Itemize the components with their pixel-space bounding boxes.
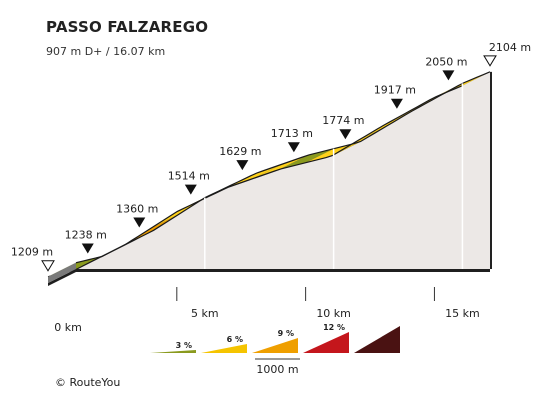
elevation-marker-label: 1238 m bbox=[65, 229, 107, 242]
elevation-marker-triangle bbox=[236, 160, 249, 171]
elevation-marker-label: 1917 m bbox=[374, 84, 416, 97]
profile-front-face bbox=[48, 269, 490, 286]
legend-swatch bbox=[150, 350, 196, 353]
elevation-marker-label: 1774 m bbox=[322, 114, 364, 127]
ribbon-back-edge bbox=[75, 71, 491, 264]
km-label: 15 km bbox=[445, 307, 480, 320]
elevation-marker-triangle bbox=[184, 184, 197, 195]
legend-label: 9 % bbox=[278, 329, 294, 338]
legend-swatch bbox=[252, 338, 298, 353]
km-label: 0 km bbox=[54, 321, 82, 334]
summit-elevation-label: 2104 m bbox=[489, 41, 531, 54]
km-dividers bbox=[176, 83, 464, 301]
elevation-marker-label: 1360 m bbox=[116, 203, 158, 216]
elevation-marker-label: 1514 m bbox=[168, 170, 210, 183]
start-elevation-label: 1209 m bbox=[11, 246, 53, 259]
elevation-marker-triangle bbox=[442, 70, 455, 81]
start-marker bbox=[41, 260, 55, 272]
ribbon-end-edge bbox=[490, 71, 492, 270]
elevation-marker-triangle bbox=[133, 217, 146, 228]
km-label: 5 km bbox=[191, 307, 219, 320]
km-label: 10 km bbox=[316, 307, 351, 320]
gradient-legend: 3 % 6 % 9 % 12 % 1000 m bbox=[150, 323, 400, 376]
elevation-marker-label: 2050 m bbox=[425, 55, 467, 68]
elevation-marker-triangle bbox=[390, 98, 403, 109]
legend-label: 6 % bbox=[227, 335, 243, 344]
chart-title: PASSO FALZAREGO bbox=[46, 18, 209, 36]
legend-swatch bbox=[354, 326, 400, 353]
legend-label: 12 % bbox=[323, 323, 345, 332]
legend-swatch bbox=[201, 344, 247, 353]
routeyou-credit: © RouteYou bbox=[55, 376, 121, 389]
scale-label: 1000 m bbox=[256, 363, 298, 376]
elevation-marker-label: 1629 m bbox=[219, 145, 261, 158]
chart-subtitle: 907 m D+ / 16.07 km bbox=[46, 45, 166, 58]
base-line bbox=[48, 269, 490, 286]
elevation-markers: 1238 m 1360 m 1514 m 1629 m 1713 m 1774 m 1917… bbox=[11, 41, 531, 272]
distance-axis: 0 km 5 km 10 km 15 km bbox=[54, 307, 480, 334]
back-wall bbox=[76, 71, 490, 270]
elevation-marker-label: 1713 m bbox=[271, 127, 313, 140]
legend-swatch bbox=[303, 332, 349, 353]
gradient-ribbon bbox=[47, 71, 492, 283]
ribbon-start-cap bbox=[48, 262, 76, 283]
elevation-marker-triangle bbox=[287, 142, 300, 153]
elevation-marker-triangle bbox=[81, 243, 94, 254]
legend-label: 3 % bbox=[176, 341, 192, 350]
summit-marker bbox=[483, 55, 497, 67]
elevation-marker-triangle bbox=[339, 129, 352, 140]
profile-walls bbox=[76, 71, 490, 270]
